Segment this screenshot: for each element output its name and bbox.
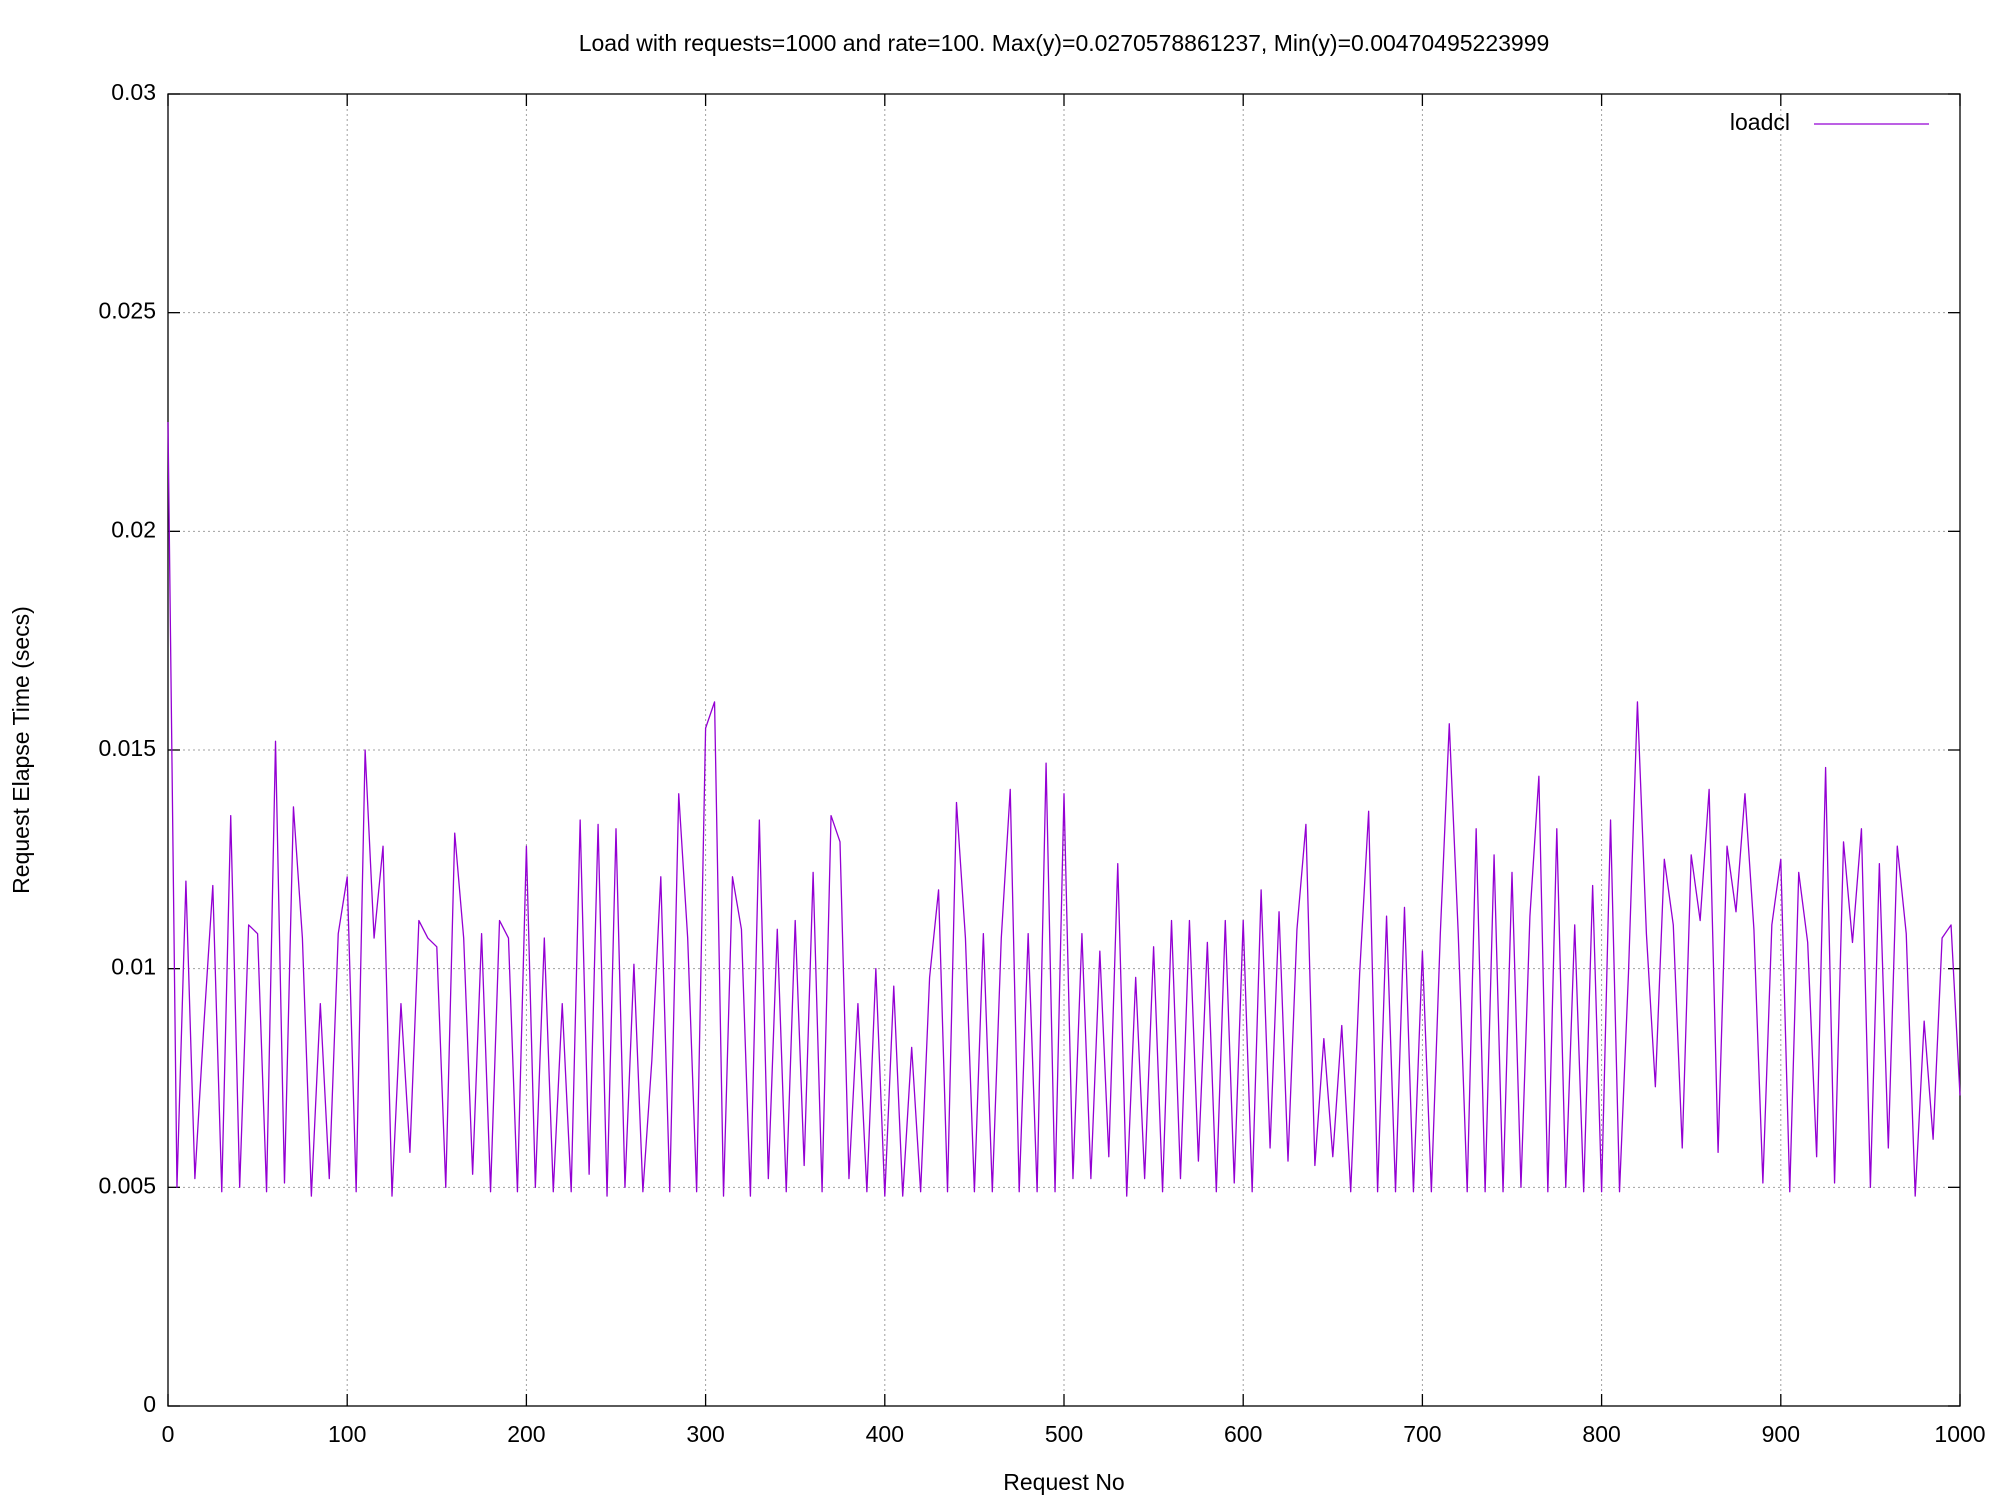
legend-label: loadcl bbox=[1730, 109, 1790, 135]
y-tick-label: 0.02 bbox=[111, 516, 156, 542]
x-tick-label: 500 bbox=[1045, 1421, 1083, 1447]
x-tick-label: 200 bbox=[507, 1421, 545, 1447]
x-axis-label: Request No bbox=[1003, 1469, 1124, 1495]
x-tick-label: 800 bbox=[1582, 1421, 1620, 1447]
x-tick-label: 600 bbox=[1224, 1421, 1262, 1447]
chart-title: Load with requests=1000 and rate=100. Ma… bbox=[579, 30, 1550, 56]
y-axis-label: Request Elapse Time (secs) bbox=[8, 606, 34, 894]
y-tick-label: 0.01 bbox=[111, 954, 156, 980]
x-tick-label: 400 bbox=[866, 1421, 904, 1447]
y-tick-label: 0 bbox=[143, 1391, 156, 1417]
y-tick-label: 0.025 bbox=[98, 298, 156, 324]
x-tick-label: 900 bbox=[1762, 1421, 1800, 1447]
y-tick-label: 0.03 bbox=[111, 79, 156, 105]
y-tick-label: 0.015 bbox=[98, 735, 156, 761]
x-tick-label: 0 bbox=[162, 1421, 175, 1447]
x-tick-label: 300 bbox=[686, 1421, 724, 1447]
x-tick-label: 1000 bbox=[1934, 1421, 1985, 1447]
y-tick-label: 0.005 bbox=[98, 1172, 156, 1198]
plot-frame bbox=[167, 93, 1961, 1407]
x-tick-label: 100 bbox=[328, 1421, 366, 1447]
x-tick-label: 700 bbox=[1403, 1421, 1441, 1447]
data-line bbox=[167, 421, 1961, 1197]
